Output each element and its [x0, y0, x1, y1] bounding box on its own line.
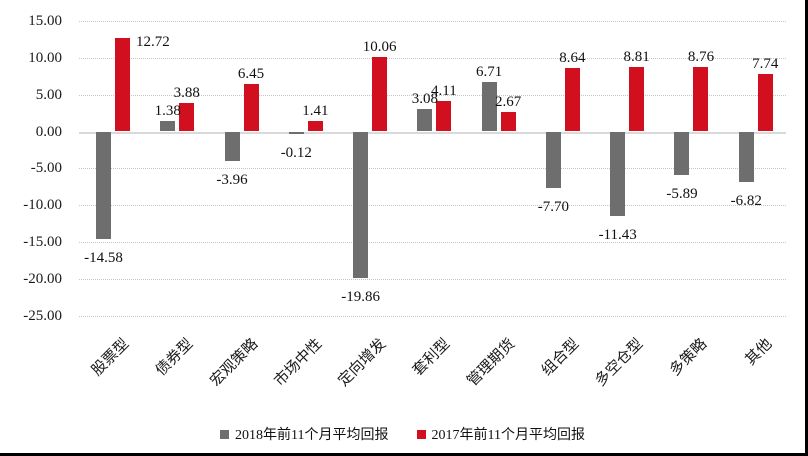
bar-2017-11: [757, 74, 773, 132]
category-label-6: 套利型: [410, 336, 454, 380]
value-label: 3.88: [173, 84, 200, 101]
value-label: -5.89: [666, 185, 698, 202]
category-label-11: 其他: [742, 336, 776, 369]
value-label: 1.38: [154, 103, 181, 120]
bar-2018-5: [353, 131, 369, 278]
value-label: 7.74: [752, 56, 779, 73]
y-axis-tick-label: 15.00: [28, 13, 62, 29]
category-label-9: 多空仓型: [592, 336, 647, 390]
y-axis-tick-label: 10.00: [28, 49, 62, 66]
value-label: 6.45: [237, 65, 265, 82]
legend: 2018年前11个月平均回报 2017年前11个月平均回报: [0, 424, 805, 444]
value-label: -6.82: [730, 192, 762, 209]
bar-2018-2: [160, 121, 176, 132]
bar-2017-6: [436, 101, 452, 132]
category-label-8: 组合型: [539, 336, 583, 380]
y-axis-tick-label: -10.00: [23, 197, 62, 214]
zero-axis-line: [79, 131, 786, 134]
legend-swatch-2018-icon: [220, 429, 230, 439]
gridline: [79, 168, 786, 170]
bar-2018-4: [288, 131, 304, 134]
gridline: [79, 94, 786, 96]
category-label-1: 股票型: [89, 336, 133, 380]
legend-item-2017: 2017年前11个月平均回报: [416, 424, 585, 444]
bar-2018-8: [545, 131, 561, 189]
value-label: -3.96: [216, 171, 248, 188]
value-label: 8.64: [559, 49, 586, 66]
y-axis-tick-label: -15.00: [23, 234, 62, 250]
value-label: 1.41: [302, 103, 329, 120]
value-label: 12.72: [136, 33, 170, 50]
value-label: -0.12: [280, 144, 312, 161]
bar-2018-7: [481, 82, 497, 132]
bar-2017-8: [564, 67, 580, 132]
value-label: -11.43: [598, 226, 637, 243]
y-axis-tick-label: -20.00: [23, 270, 62, 287]
value-label: -19.86: [341, 288, 380, 305]
gridline: [79, 205, 786, 207]
bar-2018-3: [224, 131, 240, 161]
bar-2018-9: [610, 131, 626, 216]
value-label: -14.58: [84, 249, 123, 266]
gridline: [79, 315, 786, 317]
value-label: 3.08: [411, 90, 438, 107]
gridline: [79, 21, 786, 22]
legend-item-2018: 2018年前11个月平均回报: [220, 424, 389, 444]
gridline: [79, 57, 786, 59]
value-label: 6.71: [476, 64, 503, 81]
y-axis-tick-label: 0.00: [35, 123, 62, 140]
value-label: 2.67: [495, 93, 522, 110]
y-axis-tick-label: -5.00: [30, 160, 62, 177]
category-label-10: 多策略: [667, 336, 711, 380]
bar-2017-9: [629, 66, 645, 132]
bar-2018-11: [738, 131, 754, 182]
category-label-2: 债券型: [153, 336, 197, 380]
category-label-4: 市场中性: [271, 336, 326, 390]
legend-swatch-2017-icon: [416, 429, 426, 439]
bar-2017-2: [179, 102, 195, 132]
bar-2017-1: [115, 37, 130, 132]
bar-2018-6: [417, 108, 433, 132]
value-label: 10.06: [362, 39, 397, 56]
legend-label-2017: 2017年前11个月平均回报: [431, 428, 585, 443]
bar-2017-3: [243, 83, 259, 132]
bar-2017-4: [307, 121, 323, 132]
bar-2018-1: [96, 131, 111, 239]
y-axis-tick-label: -25.00: [23, 307, 62, 324]
gridline: [79, 278, 786, 280]
bar-2017-7: [500, 111, 516, 132]
value-label: 8.76: [687, 48, 715, 65]
bar-2017-10: [693, 66, 709, 132]
category-label-3: 宏观策略: [207, 336, 261, 390]
value-label: 8.81: [623, 48, 650, 65]
bar-2017-5: [372, 57, 388, 132]
value-label: 4.11: [431, 83, 457, 100]
gridline: [79, 242, 786, 243]
category-label-5: 定向增发: [335, 336, 390, 390]
legend-label-2018: 2018年前11个月平均回报: [235, 428, 389, 443]
y-axis-tick-label: 5.00: [35, 86, 62, 103]
category-label-7: 管理期货: [464, 336, 518, 390]
value-label: -7.70: [537, 199, 570, 216]
bar-2018-10: [674, 131, 690, 175]
